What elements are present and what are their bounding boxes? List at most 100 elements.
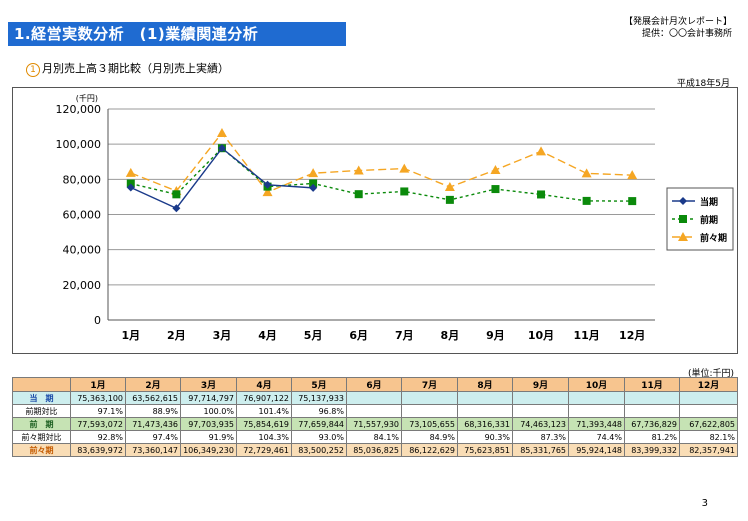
table-month-header: 2月 xyxy=(125,377,181,392)
table-cell: 77,659,844 xyxy=(291,417,347,431)
data-point-square xyxy=(400,187,409,196)
table-cell xyxy=(679,404,738,418)
report-header: 【発展会計月次レポート】 提供：〇〇会計事務所 xyxy=(624,16,732,40)
x-tick-label: 6月 xyxy=(349,329,368,342)
table-cell xyxy=(624,404,680,418)
data-point-triangle xyxy=(444,182,455,192)
table-cell: 100.0% xyxy=(180,404,237,418)
table-cell: 97.4% xyxy=(125,430,181,444)
table-cell xyxy=(512,404,569,418)
legend-marker-square xyxy=(679,215,687,223)
series-line xyxy=(130,147,314,210)
table-cell: 86,122,629 xyxy=(401,443,458,457)
x-tick-label: 1月 xyxy=(121,329,140,342)
y-tick-label: 20,000 xyxy=(63,279,102,292)
table-cell xyxy=(457,391,513,405)
x-tick-label: 2月 xyxy=(167,329,186,342)
table-cell: 88.9% xyxy=(125,404,181,418)
table-month-header: 8月 xyxy=(457,377,513,392)
table-cell: 73,105,655 xyxy=(401,417,458,431)
table-cell: 97,714,797 xyxy=(180,391,237,405)
chart-subtitle-text: 月別売上高３期比較（月別売上実績） xyxy=(42,62,229,75)
table-row-label: 当 期 xyxy=(12,391,71,405)
table-cell: 87.3% xyxy=(512,430,569,444)
table-header-row: 1月 2月 3月 4月 5月 6月 7月 8月 9月 10月 11月 12月 xyxy=(12,377,738,392)
table-cell: 71,393,448 xyxy=(568,417,625,431)
y-tick-label: 40,000 xyxy=(63,244,102,257)
table-cell xyxy=(568,404,625,418)
data-point-triangle xyxy=(399,163,410,173)
data-point-triangle xyxy=(262,187,273,197)
table-month-header: 9月 xyxy=(512,377,569,392)
table-cell: 85,331,765 xyxy=(512,443,569,457)
table-cell: 95,924,148 xyxy=(568,443,625,457)
circled-number-badge: 1 xyxy=(26,63,40,77)
table-row: 前々期 83,639,972 73,360,147 106,349,230 72,729… xyxy=(12,443,738,457)
table-cell: 71,473,436 xyxy=(125,417,181,431)
table-cell: 90.3% xyxy=(457,430,513,444)
table-cell: 92.8% xyxy=(70,430,126,444)
table-cell xyxy=(624,391,680,405)
section-title: 1.経営実数分析 (1)業績関連分析 xyxy=(8,22,346,46)
table-row: 前期対比 97.1% 88.9% 100.0% 101.4% 96.8% xyxy=(12,404,738,418)
table-cell: 93.0% xyxy=(291,430,347,444)
table-cell: 96.8% xyxy=(291,404,347,418)
legend-label: 当期 xyxy=(700,196,718,208)
table-cell: 85,036,825 xyxy=(346,443,402,457)
data-point-triangle xyxy=(490,164,501,174)
data-point-diamond xyxy=(263,180,272,189)
data-point-triangle xyxy=(125,167,136,177)
data-point-square xyxy=(582,196,591,205)
data-point-square xyxy=(445,195,454,204)
table-cell: 63,562,615 xyxy=(125,391,181,405)
table-cell: 82.1% xyxy=(679,430,738,444)
table-corner-cell xyxy=(12,377,71,392)
table-cell xyxy=(346,391,402,405)
data-point-square xyxy=(172,190,181,199)
table-cell: 77,593,072 xyxy=(70,417,126,431)
x-tick-label: 7月 xyxy=(395,329,414,342)
chart-subtitle: 1 月別売上高３期比較（月別売上実績） xyxy=(26,60,229,77)
table-cell xyxy=(346,404,402,418)
report-date: 平成18年5月 xyxy=(676,79,730,89)
table-cell: 97.1% xyxy=(70,404,126,418)
x-tick-label: 11月 xyxy=(573,329,599,342)
legend-label: 前期 xyxy=(700,214,718,226)
table-cell: 97,703,935 xyxy=(180,417,237,431)
table-cell xyxy=(457,404,513,418)
table-month-header: 6月 xyxy=(346,377,402,392)
table-row-label: 前期対比 xyxy=(12,404,71,418)
data-point-square xyxy=(354,190,363,199)
data-point-triangle xyxy=(308,168,319,178)
table-cell xyxy=(679,391,738,405)
table-cell xyxy=(401,391,458,405)
table-month-header: 12月 xyxy=(679,377,738,392)
table-row-label: 前々期対比 xyxy=(12,430,71,444)
table-cell xyxy=(512,391,569,405)
table-cell: 73,360,147 xyxy=(125,443,181,457)
table-cell: 68,316,331 xyxy=(457,417,513,431)
table-cell: 106,349,230 xyxy=(180,443,237,457)
table-cell: 84.1% xyxy=(346,430,402,444)
report-title: 【発展会計月次レポート】 xyxy=(623,17,732,27)
data-point-triangle xyxy=(581,168,592,178)
table-cell: 75,623,851 xyxy=(457,443,513,457)
x-tick-label: 3月 xyxy=(213,329,232,342)
sales-line-chart: 0 20,000 40,000 60,000 80,000 100,000 120,000(… xyxy=(56,93,734,342)
x-tick-label: 9月 xyxy=(486,329,505,342)
provider-label: 提供：〇〇会計事務所 xyxy=(641,29,732,39)
table-month-header: 10月 xyxy=(568,377,625,392)
y-tick-label: 80,000 xyxy=(63,173,102,186)
table-cell: 81.2% xyxy=(624,430,680,444)
table-cell: 75,137,933 xyxy=(291,391,347,405)
table-cell: 91.9% xyxy=(180,430,237,444)
table-cell: 83,500,252 xyxy=(291,443,347,457)
data-point-diamond xyxy=(172,204,181,213)
data-point-triangle xyxy=(216,128,227,138)
table-cell: 101.4% xyxy=(236,404,292,418)
data-point-square xyxy=(537,190,546,199)
table-month-header: 1月 xyxy=(70,377,126,392)
table-cell: 75,854,619 xyxy=(236,417,292,431)
table-cell: 104.3% xyxy=(236,430,292,444)
table-cell: 67,622,805 xyxy=(679,417,738,431)
